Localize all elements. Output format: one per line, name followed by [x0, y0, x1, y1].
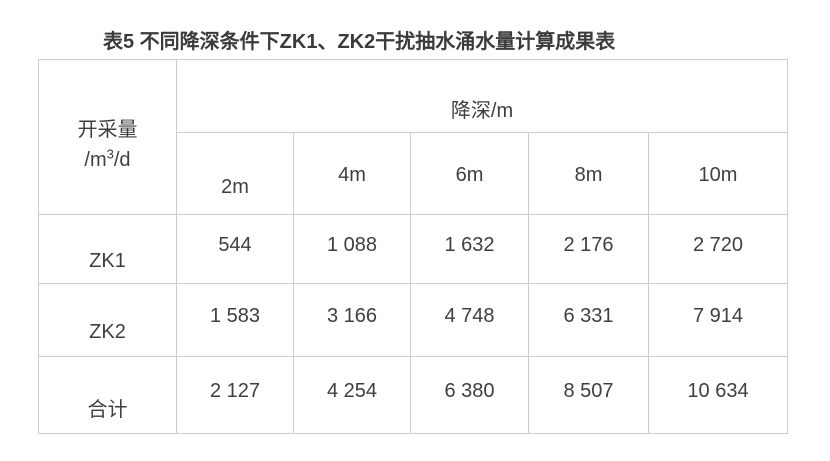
value-total-10m: 10 634 [687, 379, 749, 402]
value-zk2-4m: 3 166 [326, 304, 378, 327]
row-label-cell-total: 合计 [38, 356, 177, 434]
col-header-cell-6m: 6m [410, 132, 529, 215]
corner-header-cell: 开采量 /m3/d [38, 59, 177, 215]
cell-total-2m: 2 127 [176, 356, 294, 434]
cell-zk1-10m: 2 720 [647, 214, 789, 284]
row-label-total: 合计 [87, 398, 128, 421]
col-header-10m: 10m [698, 164, 738, 187]
cell-zk2-8m: 6 331 [528, 283, 649, 357]
col-header-4m: 4m [338, 164, 366, 187]
cell-total-8m: 8 507 [528, 356, 649, 434]
header-row-sub: 2m 4m 6m 8m 10m [39, 132, 789, 215]
col-header-cell-8m: 8m [528, 132, 649, 215]
col-header-6m: 6m [455, 164, 484, 187]
cell-zk1-2m: 544 [176, 214, 294, 284]
unit-pre: /m [84, 149, 107, 171]
cell-total-4m: 4 254 [293, 356, 411, 434]
corner-header: 开采量 /m3/d [78, 115, 138, 175]
row-label-cell-zk1: ZK1 [38, 214, 177, 284]
col-header-cell-2m: 2m [176, 132, 294, 215]
col-header-cell-10m: 10m [647, 132, 789, 215]
header-row-top: 开采量 /m3/d 降深/m [38, 58, 789, 215]
cell-total-6m: 6 380 [410, 356, 529, 434]
cell-zk2-6m: 4 748 [410, 283, 529, 357]
col-header-8m: 8m [574, 164, 603, 187]
value-zk2-6m: 4 748 [444, 304, 495, 327]
cell-zk2-2m: 1 583 [176, 283, 294, 357]
corner-header-unit: /m3/d [78, 145, 138, 175]
corner-header-line1: 开采量 [77, 119, 138, 141]
table-title: 表5 不同降深条件下ZK1、ZK2干扰抽水涌水量计算成果表 [103, 31, 616, 53]
value-zk1-4m: 1 088 [326, 233, 378, 256]
value-total-6m: 6 380 [444, 379, 495, 402]
span-header-cell: 降深/m [175, 58, 789, 134]
cell-zk1-6m: 1 632 [410, 214, 529, 284]
col-header-2m: 2m [221, 176, 249, 199]
value-zk1-6m: 1 632 [444, 233, 495, 256]
col-header-cell-4m: 4m [293, 132, 411, 215]
table-row-zk1: ZK1 544 1 088 1 632 2 176 2 720 [38, 214, 789, 284]
cell-zk2-10m: 7 914 [647, 283, 789, 357]
table-row-zk2: ZK2 1 583 3 166 4 748 6 331 7 914 [38, 283, 789, 357]
value-zk1-10m: 2 720 [692, 233, 744, 256]
row-label-zk2: ZK2 [89, 320, 126, 343]
data-table: 开采量 /m3/d 降深/m 2m 4m 6m 8m 10m [38, 58, 789, 434]
value-zk1-2m: 544 [218, 233, 252, 256]
value-total-4m: 4 254 [326, 379, 378, 402]
value-zk2-2m: 1 583 [209, 304, 261, 327]
cell-zk1-8m: 2 176 [528, 214, 649, 284]
value-zk2-10m: 7 914 [692, 304, 744, 327]
row-label-zk1: ZK1 [89, 249, 126, 272]
unit-post: /d [113, 149, 131, 171]
row-label-cell-zk2: ZK2 [38, 283, 177, 357]
table-row-total: 合计 2 127 4 254 6 380 8 507 10 634 [38, 356, 789, 434]
value-zk1-8m: 2 176 [563, 233, 614, 256]
unit-superscript-3: 3 [106, 146, 114, 162]
value-zk2-8m: 6 331 [563, 304, 614, 327]
value-total-8m: 8 507 [563, 379, 614, 402]
cell-zk1-4m: 1 088 [293, 214, 411, 284]
value-total-2m: 2 127 [209, 379, 261, 402]
span-header-label: 降深/m [450, 99, 514, 122]
cell-zk2-4m: 3 166 [293, 283, 411, 357]
cell-total-10m: 10 634 [647, 356, 789, 434]
